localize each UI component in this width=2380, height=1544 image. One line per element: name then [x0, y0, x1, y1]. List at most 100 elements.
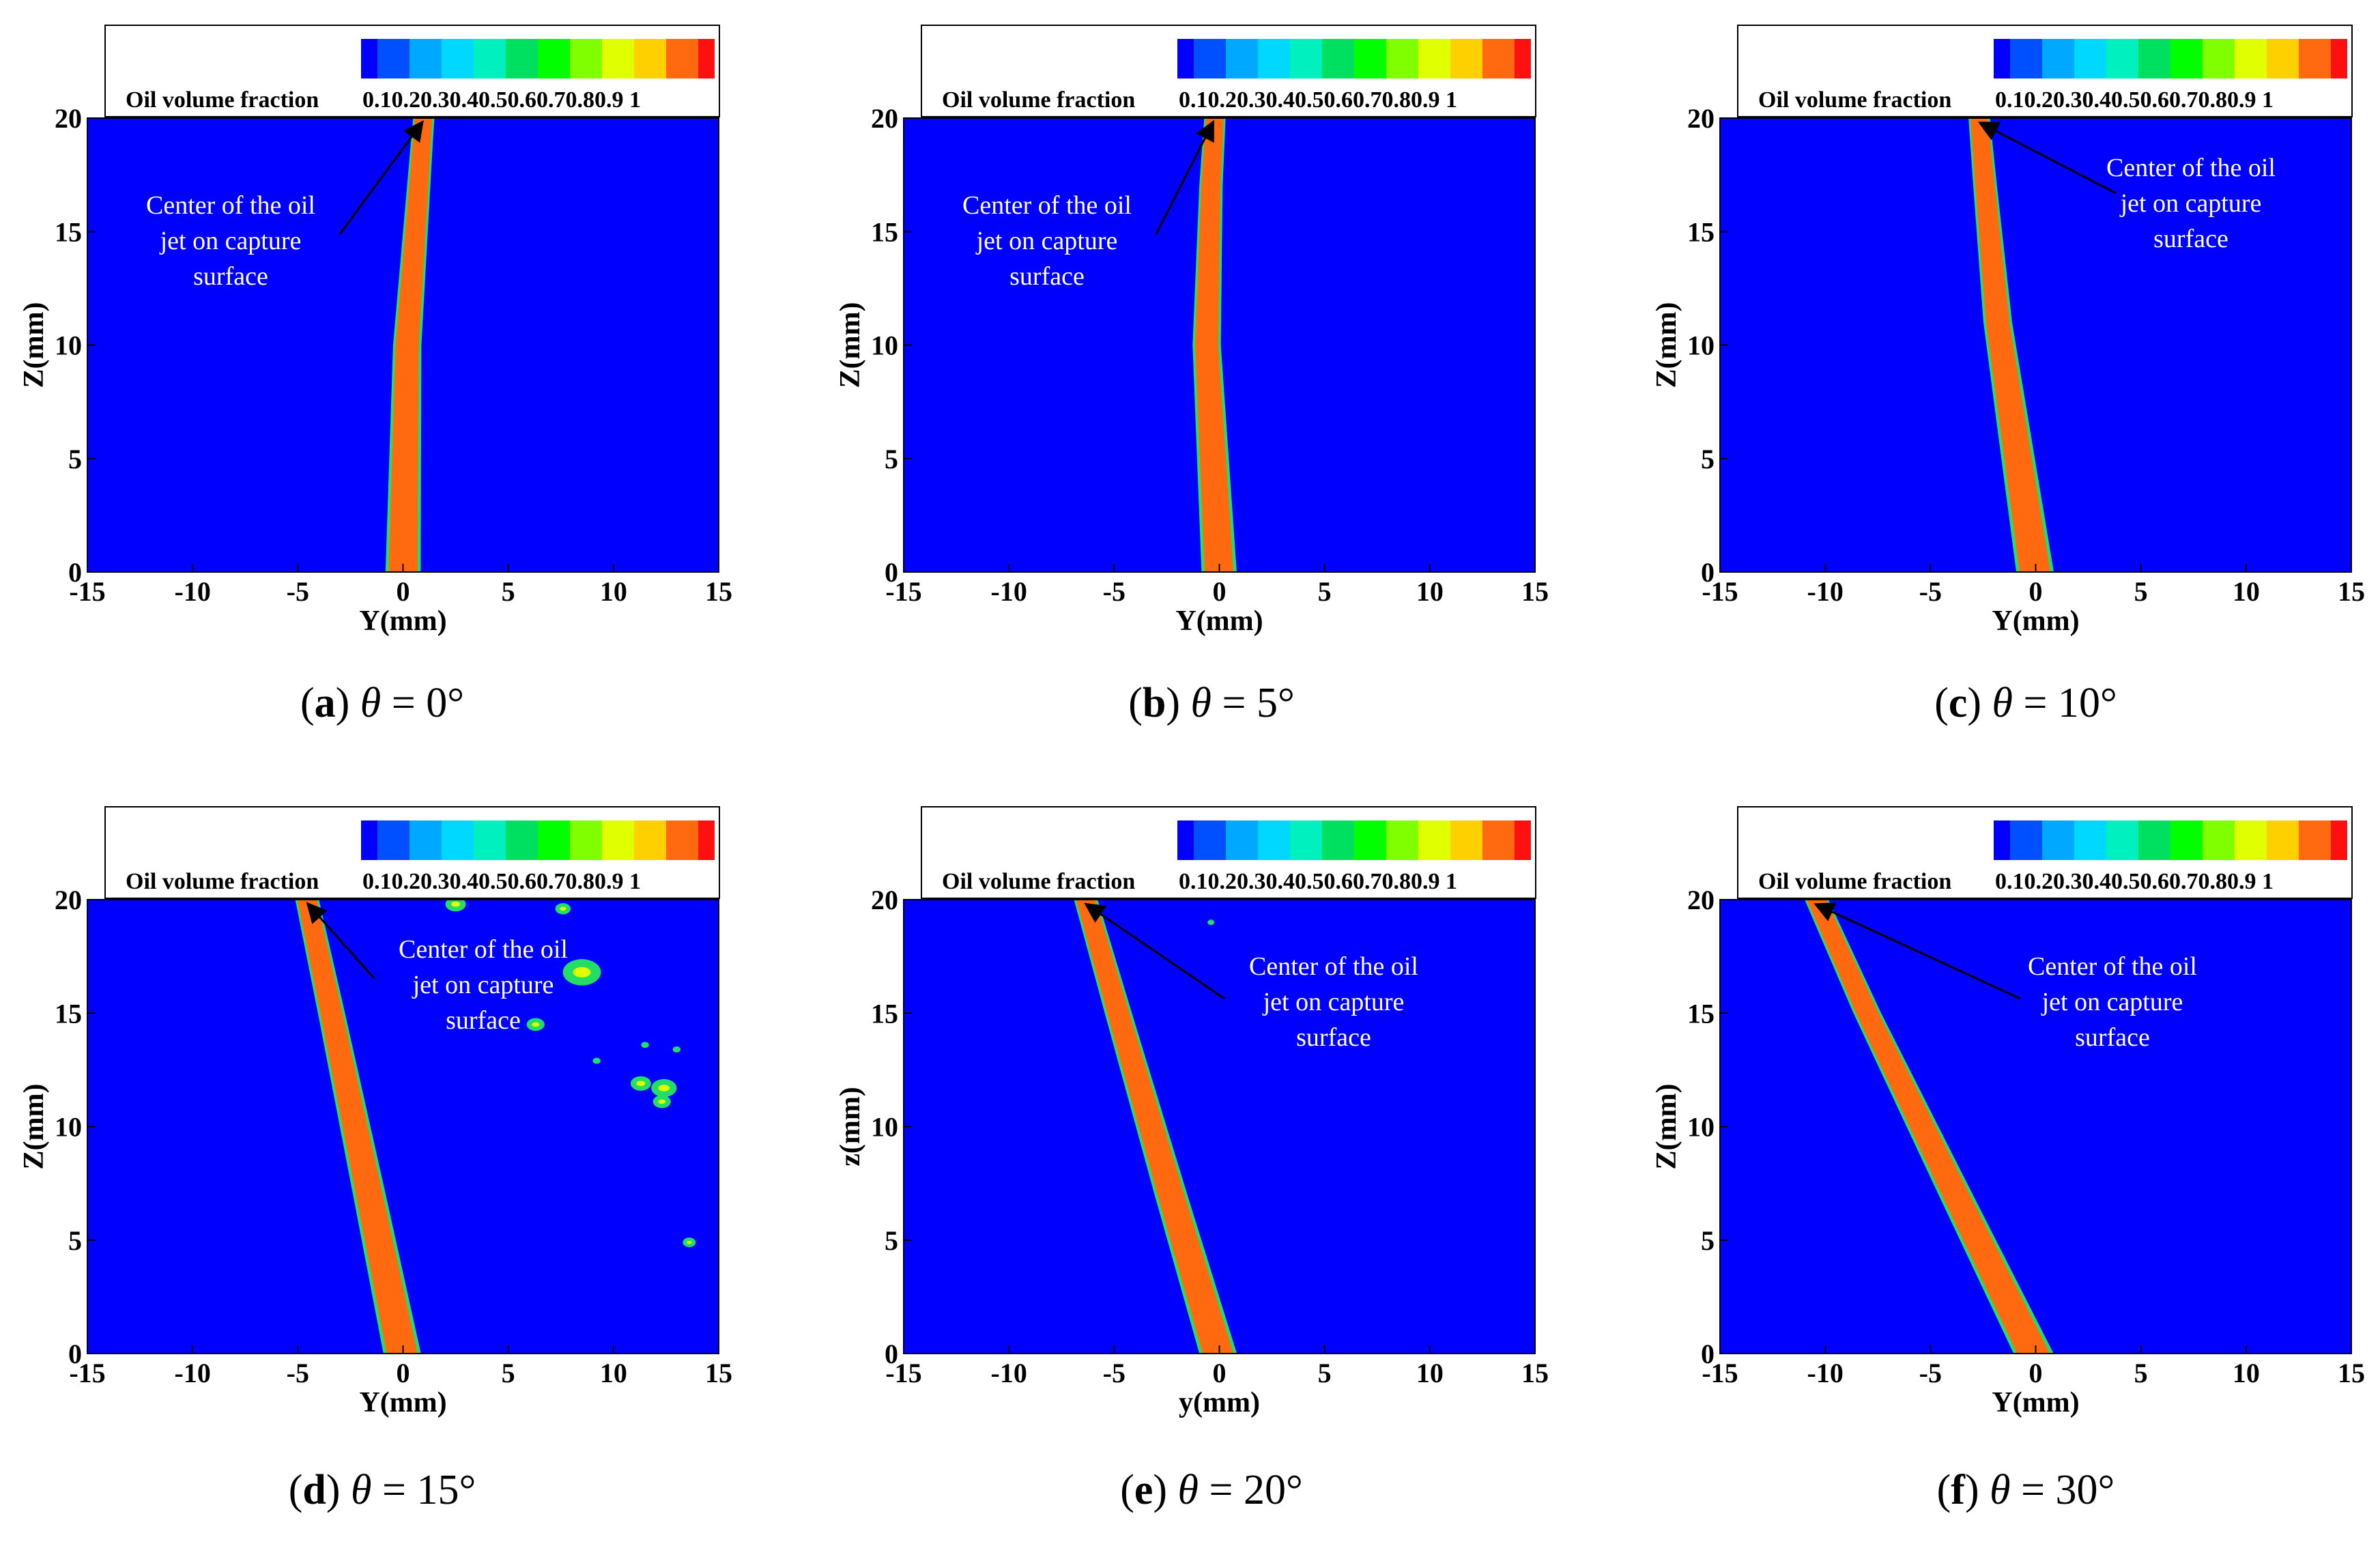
y-tick-label: 5: [1701, 444, 1715, 474]
legend-swatch: [2267, 39, 2299, 78]
y-tick-label: 0: [885, 557, 898, 588]
x-tick-label: 5: [502, 1358, 515, 1388]
caption-open: (: [300, 680, 315, 726]
annotation-line: surface: [193, 262, 268, 291]
annotation-line: jet on capture: [2041, 988, 2183, 1016]
caption-open: (: [289, 1467, 303, 1513]
annotation-line: jet on capture: [2119, 189, 2262, 218]
x-tick-label: -10: [991, 576, 1027, 607]
legend-swatch: [2299, 820, 2331, 860]
droplet: [641, 1042, 649, 1048]
caption-theta: θ: [360, 680, 381, 726]
x-tick-label: -15: [1702, 576, 1738, 607]
x-axis-label: Y(mm): [1175, 605, 1263, 637]
legend-title: Oil volume fraction: [1758, 869, 1951, 894]
x-tick-label: 0: [1213, 1358, 1227, 1388]
legend-swatch: [1482, 39, 1515, 78]
droplet: [672, 1046, 681, 1053]
legend-swatch: [634, 39, 666, 78]
caption-open: (: [1934, 680, 1949, 726]
caption-open: (: [1120, 1467, 1134, 1513]
y-tick-label: 0: [1701, 557, 1715, 588]
y-tick-label: 15: [1687, 216, 1715, 247]
caption-letter: d: [302, 1467, 326, 1513]
legend-title: Oil volume fraction: [126, 869, 319, 894]
droplet-core: [687, 1240, 692, 1244]
caption-letter: b: [1143, 680, 1166, 726]
x-tick-label: 15: [1521, 1358, 1549, 1388]
x-tick-label: -5: [287, 1358, 309, 1388]
oil-jet: [385, 118, 435, 572]
legend-swatch: [361, 39, 377, 78]
y-tick-label: 20: [871, 103, 898, 134]
caption-value: = 5°: [1211, 680, 1295, 726]
y-tick-label: 20: [55, 103, 82, 134]
legend-swatch: [538, 39, 570, 78]
jet-core: [388, 118, 433, 572]
legend-swatch: [377, 820, 410, 860]
subplot-d: -15 -10 -5 0 5 10 15 0 5 10 15 20 Y(mm) Z(mm) Oil volu…: [18, 806, 732, 1513]
x-tick-label: -10: [1807, 576, 1844, 607]
legend-tick-labels: 0.10.20.30.40.50.60.70.80.9 1: [362, 87, 641, 113]
legend-swatch: [1177, 39, 1194, 78]
annotation-arrow: [339, 120, 424, 235]
x-tick-label: -10: [1807, 1358, 1844, 1388]
y-tick-label: 15: [55, 216, 82, 247]
y-tick-label: 0: [1701, 1339, 1715, 1369]
jet-core: [1807, 900, 2050, 1354]
droplet-core: [636, 1081, 646, 1087]
annotation-arrow: [1155, 119, 1215, 235]
caption-open: (: [1128, 680, 1143, 726]
x-tick-label: 10: [600, 576, 627, 607]
annotation-arrow: [1084, 902, 1225, 1000]
annotation-line: Center of the oil: [146, 191, 315, 220]
legend-swatch: [506, 39, 538, 78]
annotation-line: surface: [1009, 262, 1085, 291]
legend-swatch: [1354, 820, 1386, 860]
oil-jet: [1805, 900, 2054, 1354]
y-tick-label: 20: [871, 885, 898, 915]
annotation-line: Center of the oil: [399, 935, 568, 964]
x-tick-label: -15: [69, 1358, 105, 1388]
legend-swatch: [1290, 820, 1322, 860]
legend-swatch: [1226, 820, 1258, 860]
annotation-line: Center of the oil: [1249, 952, 1418, 981]
caption-close: ): [1153, 1467, 1177, 1513]
caption-open: (: [1937, 1467, 1951, 1513]
legend-swatch: [2203, 820, 2235, 860]
annotation-line: jet on capture: [1262, 988, 1405, 1016]
annotation-line: surface: [1296, 1023, 1371, 1052]
y-tick-label: 5: [68, 1225, 82, 1256]
y-tick-label: 10: [1687, 1112, 1715, 1143]
caption-close: ): [1965, 1467, 1990, 1513]
x-tick-label: -5: [287, 576, 309, 607]
annotation-line: surface: [2075, 1023, 2150, 1052]
annotation-line: jet on capture: [412, 971, 554, 999]
x-tick-label: 10: [1416, 1358, 1444, 1388]
legend-swatch: [361, 820, 377, 860]
jet-core: [297, 900, 418, 1354]
annotation-line: Center of the oil: [962, 191, 1132, 220]
droplet-core: [658, 1085, 670, 1091]
legend-swatch: [570, 39, 602, 78]
legend-swatch: [1418, 820, 1450, 860]
caption-theta: θ: [351, 1467, 371, 1513]
legend-tick-labels: 0.10.20.30.40.50.60.70.80.9 1: [1995, 87, 2274, 113]
caption-letter: c: [1949, 680, 1968, 726]
legend-swatch: [2042, 820, 2074, 860]
legend-swatch: [410, 39, 442, 78]
x-tick-label: -5: [1919, 1358, 1942, 1388]
panel-caption: (d) θ = 15°: [289, 1467, 476, 1513]
x-tick-label: -15: [885, 576, 921, 607]
x-tick-label: 5: [2134, 576, 2148, 607]
annotation-arrow: [1977, 121, 2117, 195]
x-axis-label: Y(mm): [359, 605, 446, 637]
y-axis-label: z(mm): [835, 1087, 866, 1167]
y-tick-label: 10: [55, 330, 82, 361]
x-tick-label: 15: [705, 1358, 732, 1388]
legend-swatch: [474, 820, 506, 860]
y-tick-label: 0: [68, 1339, 82, 1369]
subplot-c: -15 -10 -5 0 5 10 15 0 5 10 15 20 Y(mm) Z(mm) Oil volu…: [1651, 25, 2365, 726]
legend-swatch: [698, 39, 715, 78]
legend-swatch: [2138, 820, 2170, 860]
